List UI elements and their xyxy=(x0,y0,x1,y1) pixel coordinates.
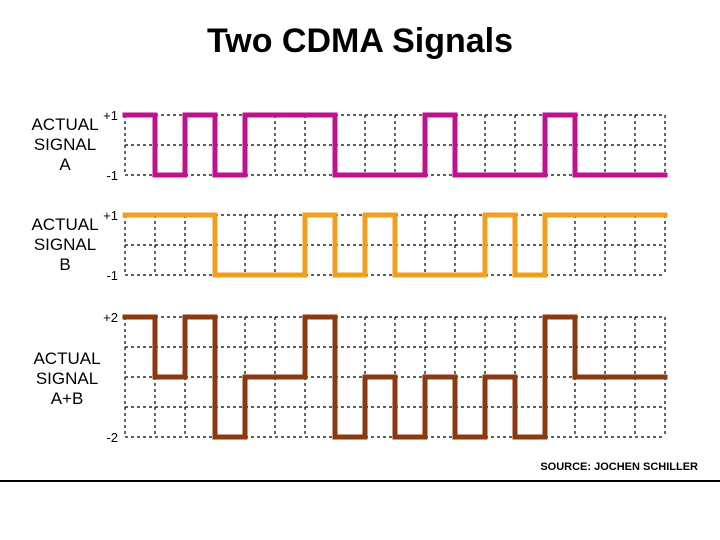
signal-line xyxy=(122,112,668,178)
signal-label-line: A+B xyxy=(51,389,84,408)
y-tick-max: +2 xyxy=(103,310,118,325)
y-tick-min: -2 xyxy=(106,430,118,445)
y-tick-min: -1 xyxy=(106,268,118,283)
signal-label: ACTUAL SIGNAL B xyxy=(31,215,98,274)
signal-label: ACTUAL SIGNAL A xyxy=(31,115,98,174)
signal-label: ACTUAL SIGNAL A+B xyxy=(33,349,100,408)
signal-label-line: SIGNAL xyxy=(36,369,98,388)
signal-line xyxy=(122,212,668,278)
y-tick-min: -1 xyxy=(106,168,118,183)
source-credit: SOURCE: JOCHEN SCHILLER xyxy=(540,461,698,473)
y-tick-max: +1 xyxy=(103,108,118,123)
bottom-rule xyxy=(0,480,720,482)
signal-label-line: B xyxy=(59,255,70,274)
y-tick-max: +1 xyxy=(103,208,118,223)
signal-label-line: ACTUAL xyxy=(33,349,100,368)
signal-label-line: A xyxy=(59,155,71,174)
signal-label-line: ACTUAL xyxy=(31,115,98,134)
signal-line xyxy=(122,314,668,440)
chart-title: Two CDMA Signals xyxy=(207,22,513,60)
signal-label-line: SIGNAL xyxy=(34,135,96,154)
signal-label-line: SIGNAL xyxy=(34,235,96,254)
signal-label-line: ACTUAL xyxy=(31,215,98,234)
